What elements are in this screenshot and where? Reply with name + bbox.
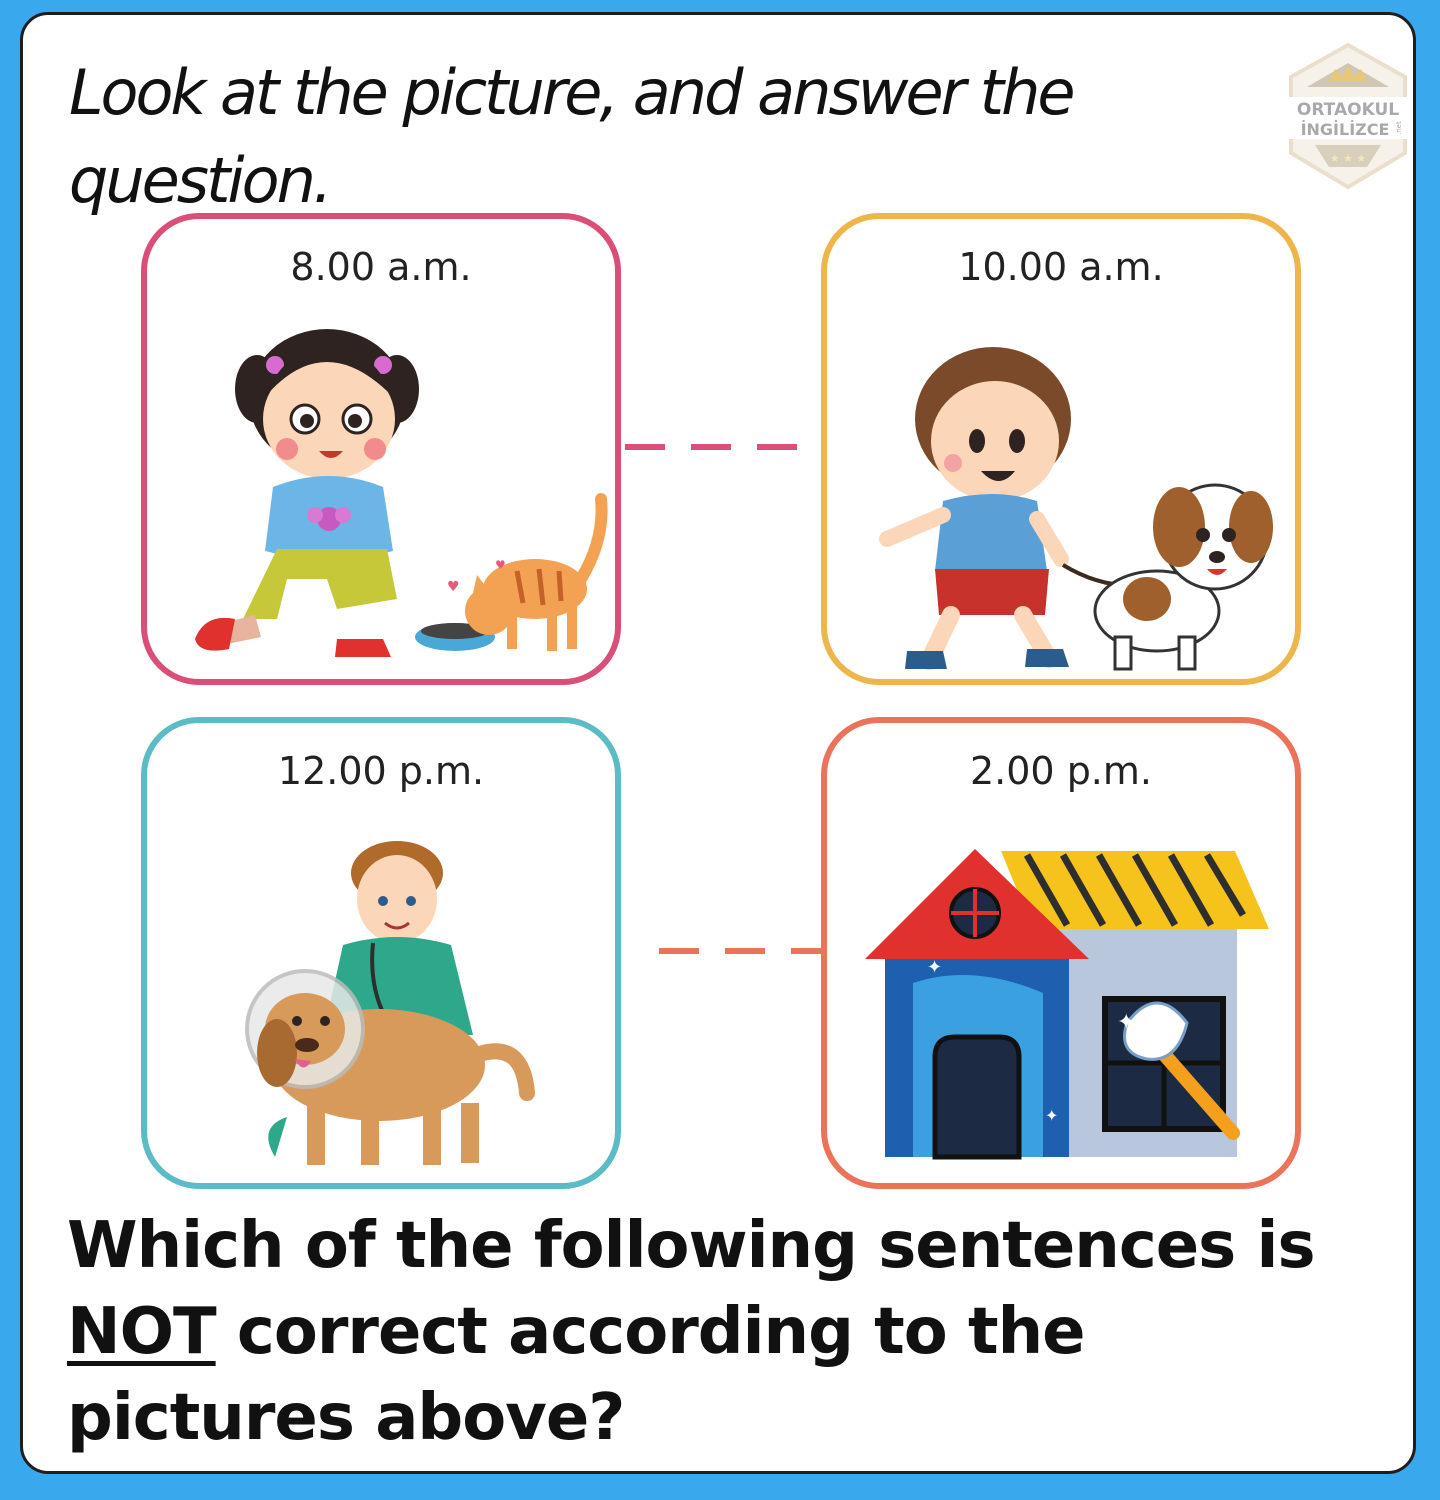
- svg-text:✦: ✦: [1117, 1010, 1135, 1035]
- panel-2pm: 2.00 p.m. ✦ ✦ ✦: [821, 717, 1301, 1189]
- logo-suffix: .net: [1395, 121, 1403, 135]
- svg-text:♥: ♥: [495, 558, 506, 572]
- panel-time: 2.00 p.m.: [970, 749, 1152, 793]
- panel-8am: 8.00 a.m.: [141, 213, 621, 685]
- panel-time: 10.00 a.m.: [958, 245, 1164, 289]
- instruction-text: Look at the picture, and answer the ques…: [69, 56, 1076, 217]
- svg-text:★ ★ ★: ★ ★ ★: [1330, 152, 1367, 165]
- logo-line2: İNGİLİZCE: [1301, 120, 1390, 139]
- question-before: Which of the following sentences is: [67, 1209, 1316, 1283]
- cleaning-house-illustration: ✦ ✦ ✦: [865, 849, 1269, 1160]
- question-text: Which of the following sentences is NOT …: [67, 1203, 1387, 1461]
- boy-walking-dog-illustration: [879, 347, 1273, 671]
- panel-12pm: 12.00 p.m.: [141, 717, 621, 1189]
- panel-10am: 10.00 a.m.: [821, 213, 1301, 685]
- connector-dashed-1: [625, 444, 817, 450]
- ortaokul-ingilizce-logo: ORTAOKUL İNGİLİZCE .net ★ ★ ★: [1285, 41, 1411, 191]
- girl-feeding-cat-illustration: ♥ ♥: [195, 329, 608, 657]
- vet-examining-dog-illustration: [245, 841, 535, 1165]
- svg-text:♥: ♥: [447, 579, 460, 595]
- panel-time: 8.00 a.m.: [290, 245, 472, 289]
- svg-text:✦: ✦: [1045, 1106, 1058, 1125]
- connector-dashed-2: [659, 948, 821, 954]
- question-emphasis: NOT: [67, 1295, 217, 1369]
- panel-time: 12.00 p.m.: [277, 749, 485, 793]
- svg-text:✦: ✦: [927, 957, 942, 978]
- logo-line1: ORTAOKUL: [1297, 100, 1399, 120]
- question-after: correct according to the pictures above?: [67, 1295, 1086, 1455]
- question-card: Look at the picture, and answer the ques…: [20, 12, 1416, 1474]
